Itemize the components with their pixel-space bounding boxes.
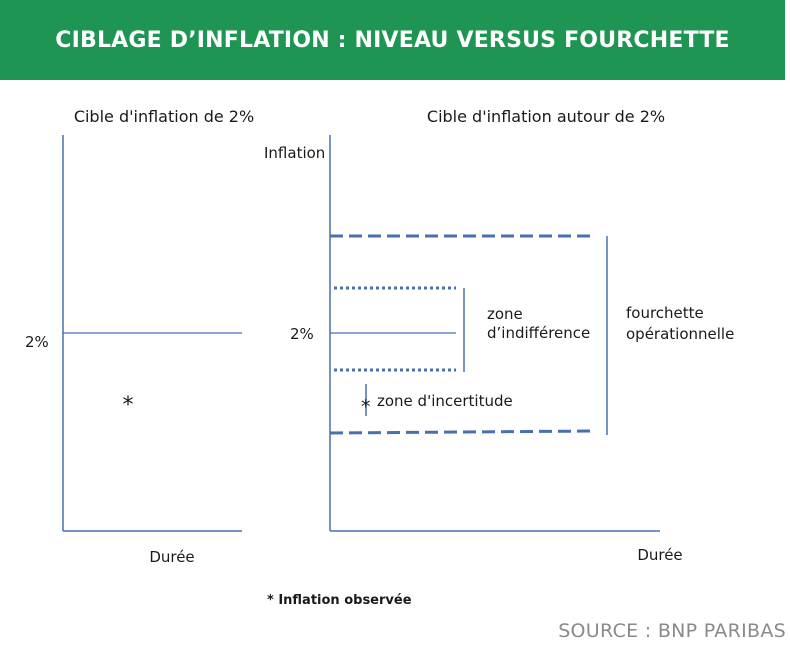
- operational-range-lower-bound: [329, 429, 597, 435]
- operational-range-label-line2: opérationnelle: [626, 325, 734, 343]
- right-target-label: 2%: [290, 325, 314, 343]
- page-title: CIBLAGE D’INFLATION : NIVEAU VERSUS FOUR…: [55, 27, 730, 53]
- right-x-axis-label: Durée: [637, 546, 682, 564]
- left-panel: Cible d'inflation de 2% 2% * Durée: [25, 107, 254, 566]
- left-panel-title: Cible d'inflation de 2%: [74, 107, 254, 126]
- right-panel-title: Cible d'inflation autour de 2%: [427, 107, 665, 126]
- header-banner: CIBLAGE D’INFLATION : NIVEAU VERSUS FOUR…: [0, 0, 785, 80]
- operational-range-label-line1: fourchette: [626, 304, 704, 322]
- indifference-zone-label-line2: d’indifférence: [487, 324, 590, 342]
- observed-inflation-marker: *: [123, 393, 134, 418]
- uncertainty-zone-label: zone d'incertitude: [377, 392, 513, 410]
- left-x-axis-label: Durée: [149, 548, 194, 566]
- uncertainty-marker: *: [361, 396, 371, 418]
- right-panel: Cible d'inflation autour de 2% Inflation…: [264, 107, 734, 564]
- source-credit: SOURCE : BNP PARIBAS: [558, 620, 786, 642]
- footnote: * Inflation observée: [267, 593, 412, 608]
- indifference-zone-label-line1: zone: [487, 305, 523, 323]
- left-target-label: 2%: [25, 333, 49, 351]
- right-y-axis-label: Inflation: [264, 144, 325, 162]
